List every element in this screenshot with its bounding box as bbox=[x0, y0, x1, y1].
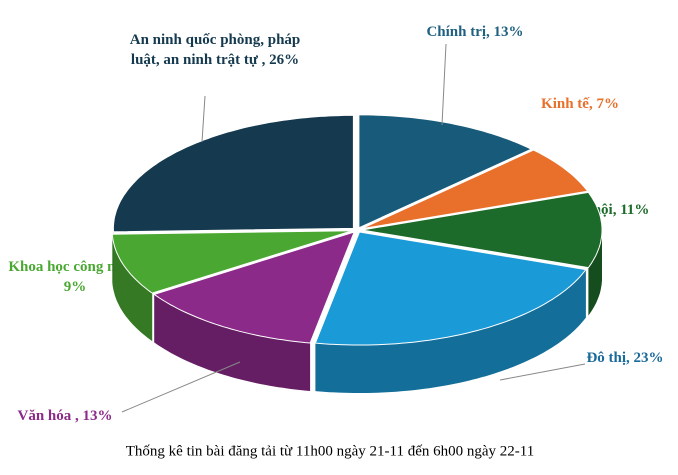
leader-line bbox=[441, 43, 447, 126]
data-label: Văn hóa , 13% bbox=[17, 408, 113, 424]
slice bbox=[358, 114, 533, 229]
leader-line bbox=[121, 361, 241, 413]
leader-line bbox=[499, 363, 586, 381]
slice bbox=[153, 231, 356, 344]
data-label: Khoa học công nghệ, 9% bbox=[8, 259, 142, 295]
data-label: An ninh quốc phòng, pháp luật, an ninh t… bbox=[129, 32, 301, 68]
leader-line bbox=[201, 95, 206, 143]
label-box: An ninh quốc phòng, pháp luật, an ninh t… bbox=[129, 32, 301, 68]
pie bbox=[111, 114, 603, 393]
slice-side bbox=[112, 234, 153, 342]
slice bbox=[111, 230, 353, 294]
data-label: Đô thị, 23% bbox=[586, 350, 664, 366]
data-label: Chính trị, 13% bbox=[426, 24, 524, 40]
slice-side bbox=[588, 230, 602, 316]
slice bbox=[361, 191, 603, 269]
data-label: Kinh tế, 7% bbox=[541, 96, 619, 112]
caption: Thống kê tin bài đăng tải từ 11h00 ngày … bbox=[126, 443, 534, 459]
slice-side bbox=[315, 269, 586, 393]
labels: Chính trị, 13%Kinh tế, 7%Xã hội, 11%Đô t… bbox=[8, 24, 664, 424]
label-box: Văn hóa , 13% bbox=[17, 408, 113, 424]
slice-side bbox=[154, 294, 311, 391]
label-box: Kinh tế, 7% bbox=[541, 96, 619, 112]
leader-lines bbox=[121, 43, 586, 413]
slice bbox=[361, 149, 589, 230]
slice bbox=[112, 114, 354, 233]
label-box: Khoa học công nghệ, 9% bbox=[8, 259, 142, 295]
label-box: Đô thị, 23% bbox=[586, 350, 664, 366]
label-box: Chính trị, 13% bbox=[426, 24, 524, 40]
slice bbox=[314, 231, 587, 346]
